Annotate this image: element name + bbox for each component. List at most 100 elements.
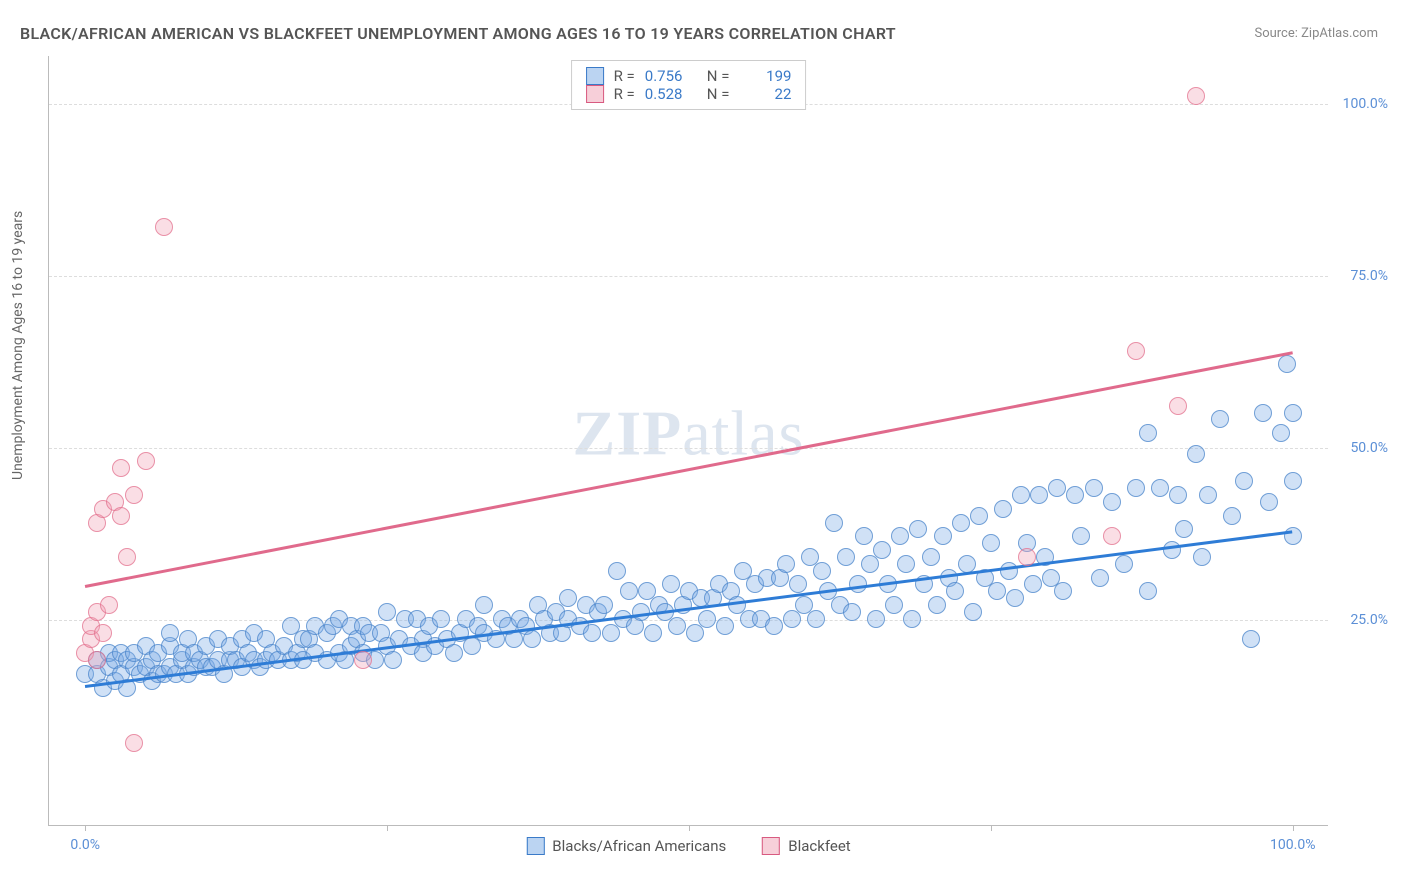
scatter-point — [644, 624, 662, 642]
legend-r-value: 0.528 — [645, 85, 697, 103]
x-tick-label: 100.0% — [1270, 837, 1315, 853]
scatter-point — [1091, 569, 1109, 587]
scatter-point — [903, 610, 921, 628]
legend-n-label: N = — [707, 85, 730, 103]
scatter-point — [559, 589, 577, 607]
legend-swatch — [526, 837, 544, 855]
scatter-point — [100, 596, 118, 614]
scatter-point — [1235, 472, 1253, 490]
scatter-point — [855, 527, 873, 545]
scatter-point — [1169, 486, 1187, 504]
scatter-point — [765, 617, 783, 635]
scatter-point — [970, 507, 988, 525]
scatter-point — [608, 562, 626, 580]
scatter-point — [475, 596, 493, 614]
scatter-point — [88, 651, 106, 669]
scatter-point — [94, 624, 112, 642]
scatter-point — [1187, 445, 1205, 463]
x-tick-mark — [1293, 825, 1294, 831]
x-tick-label: 0.0% — [70, 837, 100, 853]
scatter-point — [118, 548, 136, 566]
scatter-point — [1018, 548, 1036, 566]
source-link[interactable]: ZipAtlas.com — [1301, 26, 1378, 41]
scatter-point — [1103, 493, 1121, 511]
legend-swatch — [762, 837, 780, 855]
legend-series-label: Blackfeet — [788, 837, 850, 855]
scatter-point — [1284, 472, 1302, 490]
source-prefix: Source: — [1254, 26, 1301, 41]
scatter-point — [867, 610, 885, 628]
scatter-point — [952, 514, 970, 532]
scatter-point — [873, 541, 891, 559]
scatter-point — [112, 459, 130, 477]
scatter-point — [445, 644, 463, 662]
scatter-point — [1284, 527, 1302, 545]
scatter-point — [958, 555, 976, 573]
scatter-point — [1127, 342, 1145, 360]
scatter-point — [885, 596, 903, 614]
scatter-point — [1151, 479, 1169, 497]
legend-n-value: 22 — [739, 85, 791, 103]
scatter-point — [1199, 486, 1217, 504]
scatter-point — [1223, 507, 1241, 525]
scatter-point — [1127, 479, 1145, 497]
scatter-point — [1175, 520, 1193, 538]
scatter-point — [1139, 582, 1157, 600]
legend-series-item: Blackfeet — [762, 837, 850, 855]
scatter-point — [807, 610, 825, 628]
scatter-point — [1169, 397, 1187, 415]
scatter-point — [1211, 410, 1229, 428]
series-legend: Blacks/African Americans Blackfeet — [526, 837, 850, 855]
correlation-legend: R =0.756N =199R =0.528N =22 — [571, 60, 807, 110]
scatter-point — [928, 596, 946, 614]
y-tick-label: 25.0% — [1350, 612, 1388, 628]
watermark-text: ZIPatlas — [573, 396, 805, 470]
scatter-point — [994, 500, 1012, 518]
scatter-point — [1193, 548, 1211, 566]
scatter-point — [384, 651, 402, 669]
trend-line — [85, 530, 1293, 687]
scatter-point — [1254, 404, 1272, 422]
legend-r-value: 0.756 — [645, 67, 697, 85]
scatter-point — [432, 610, 450, 628]
x-tick-mark — [387, 825, 388, 831]
scatter-point — [125, 734, 143, 752]
scatter-point — [354, 651, 372, 669]
scatter-point — [934, 527, 952, 545]
scatter-point — [982, 534, 1000, 552]
scatter-point — [891, 527, 909, 545]
chart-title: BLACK/AFRICAN AMERICAN VS BLACKFEET UNEM… — [20, 24, 896, 43]
scatter-point — [155, 218, 173, 236]
scatter-point — [1006, 589, 1024, 607]
legend-series-label: Blacks/African Americans — [552, 837, 726, 855]
y-tick-label: 75.0% — [1350, 268, 1388, 284]
scatter-point — [1242, 630, 1260, 648]
legend-series-item: Blacks/African Americans — [526, 837, 726, 855]
scatter-point — [1000, 562, 1018, 580]
x-tick-mark — [85, 825, 86, 831]
scatter-point — [698, 610, 716, 628]
legend-row: R =0.756N =199 — [586, 67, 792, 85]
scatter-point — [668, 617, 686, 635]
scatter-point — [922, 548, 940, 566]
scatter-point — [1048, 479, 1066, 497]
scatter-point — [964, 603, 982, 621]
scatter-point — [813, 562, 831, 580]
scatter-point — [1163, 541, 1181, 559]
source-attribution: Source: ZipAtlas.com — [1254, 26, 1378, 41]
scatter-point — [946, 582, 964, 600]
scatter-point — [789, 575, 807, 593]
x-tick-mark — [689, 825, 690, 831]
scatter-point — [897, 555, 915, 573]
scatter-point — [1139, 424, 1157, 442]
scatter-point — [1272, 424, 1290, 442]
scatter-point — [662, 575, 680, 593]
x-tick-mark — [991, 825, 992, 831]
scatter-point — [777, 555, 795, 573]
scatter-point — [523, 630, 541, 648]
chart-plot-area: ZIPatlas R =0.756N =199R =0.528N =22 Bla… — [48, 56, 1328, 826]
legend-row: R =0.528N =22 — [586, 85, 792, 103]
scatter-point — [1024, 575, 1042, 593]
legend-swatch — [586, 67, 604, 85]
scatter-point — [1054, 582, 1072, 600]
